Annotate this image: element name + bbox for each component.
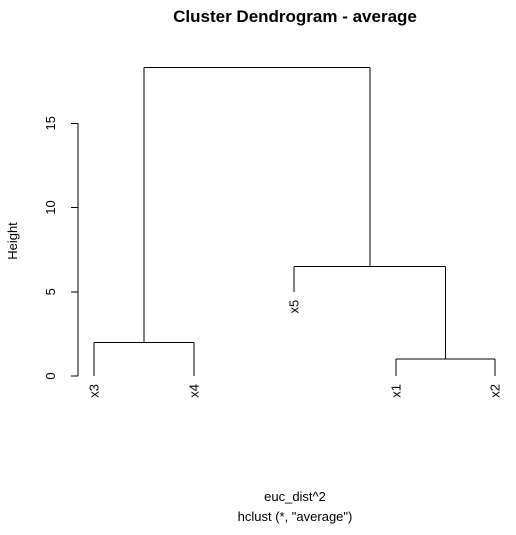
dendrogram-links <box>93 67 496 376</box>
y-axis-label: Height <box>5 222 20 260</box>
x-axis-label: euc_dist^2 <box>264 489 326 504</box>
leaf-label: x5 <box>287 300 302 314</box>
y-tick-label: 0 <box>43 372 58 379</box>
y-tick-label: 15 <box>43 116 58 130</box>
y-tick-label: 10 <box>43 200 58 214</box>
leaf-label: x3 <box>87 384 102 398</box>
y-ticks: 0 5 10 15 <box>43 116 78 380</box>
leaf-label: x2 <box>488 384 503 398</box>
y-axis: 0 5 10 15 <box>43 116 79 380</box>
chart-title: Cluster Dendrogram - average <box>173 7 417 26</box>
subtitle: hclust (*, "average") <box>238 509 353 524</box>
leaf-labels: x3 x4 x5 x1 x2 <box>87 300 503 398</box>
leaf-label: x1 <box>389 384 404 398</box>
y-tick-label: 5 <box>43 288 58 295</box>
leaf-label: x4 <box>187 384 202 398</box>
